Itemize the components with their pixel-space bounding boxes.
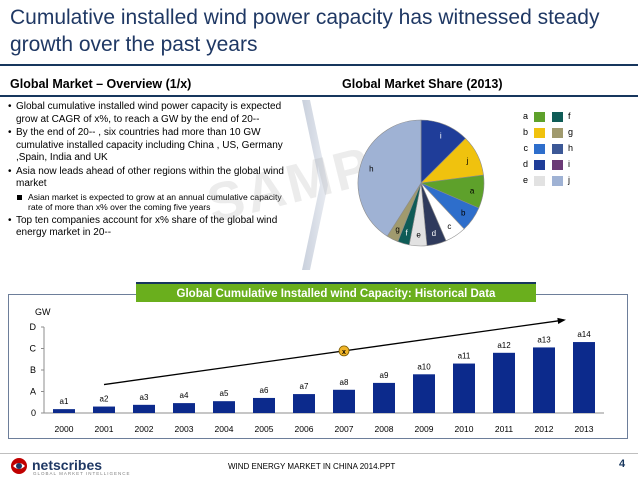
legend-swatch	[552, 144, 563, 154]
legend-label: a	[522, 111, 528, 121]
pie-slice-d	[420, 182, 447, 247]
legend-label: e	[522, 175, 528, 185]
bullet-3: Asia now leads ahead of other regions wi…	[8, 166, 298, 191]
legend-label: i	[568, 159, 570, 169]
left-section-heading: Global Market – Overview (1/x)	[10, 77, 192, 91]
page-title: Cumulative installed wind power capacity…	[10, 6, 600, 56]
legend-item-c: c	[500, 143, 545, 155]
legend-item-h: h	[552, 143, 592, 155]
legend-swatch	[552, 160, 563, 170]
bar-chart-panel	[8, 294, 628, 439]
legend-item-i: i	[552, 159, 592, 171]
logo-text: netscribes	[32, 457, 103, 473]
legend-swatch	[552, 176, 563, 186]
legend-item-d: d	[500, 159, 545, 171]
legend-swatch	[534, 160, 545, 170]
section-divider	[0, 95, 638, 97]
legend-swatch	[534, 128, 545, 138]
pie-slice-label: e	[416, 231, 421, 240]
page-number: 4	[619, 458, 626, 470]
legend-item-g: g	[552, 127, 592, 139]
pie-slice-c	[420, 182, 465, 242]
bullet-4: Top ten companies account for x% share o…	[8, 215, 298, 240]
title-divider	[0, 64, 638, 66]
legend-item-e: e	[500, 175, 545, 187]
pie-slice-label: g	[395, 225, 399, 234]
legend-swatch	[534, 144, 545, 154]
legend-swatch	[534, 176, 545, 186]
pie-slice-label: j	[465, 156, 468, 165]
legend-label: j	[568, 175, 570, 185]
bullet-1: Global cumulative installed wind power c…	[8, 101, 298, 126]
sub-bullet: Asian market is expected to grow at an a…	[8, 192, 298, 213]
pie-slice-label: d	[432, 229, 436, 238]
legend-label: b	[522, 127, 528, 137]
pie-slice-label: f	[405, 229, 408, 238]
pie-slice-b	[420, 182, 480, 230]
legend-item-j: j	[552, 175, 592, 187]
legend-swatch	[534, 112, 545, 122]
pie-slice-e	[408, 182, 428, 247]
pie-slice-g	[386, 182, 422, 242]
chevron-divider-icon	[302, 100, 328, 270]
legend-label: g	[568, 127, 574, 137]
chart-banner: Global Cumulative Installed wind Capacit…	[136, 282, 536, 302]
legend-label: d	[522, 159, 528, 169]
bullet-2: By the end of 20-- , six countries had m…	[8, 127, 298, 165]
footer-doc-title: WIND ENERGY MARKET IN CHINA 2014.PPT	[228, 462, 396, 471]
pie-slice-label: c	[447, 222, 451, 231]
legend-label: h	[568, 143, 574, 153]
legend-swatch	[552, 112, 563, 122]
legend-item-b: b	[500, 127, 545, 139]
logo-tagline: GLOBAL MARKET INTELLIGENCE	[33, 471, 131, 476]
logo-icon	[11, 458, 27, 474]
legend-label: f	[568, 111, 571, 121]
pie-slice-label: a	[470, 186, 475, 195]
legend-label: c	[523, 143, 529, 153]
pie-slice-label: b	[461, 209, 466, 218]
legend-item-f: f	[552, 111, 592, 123]
overview-bullets: Global cumulative installed wind power c…	[8, 101, 298, 241]
pie-slice-f	[397, 182, 422, 246]
legend-swatch	[552, 128, 563, 138]
legend-item-a: a	[500, 111, 545, 123]
footer-divider	[0, 453, 638, 454]
right-section-heading: Global Market Share (2013)	[342, 77, 503, 91]
